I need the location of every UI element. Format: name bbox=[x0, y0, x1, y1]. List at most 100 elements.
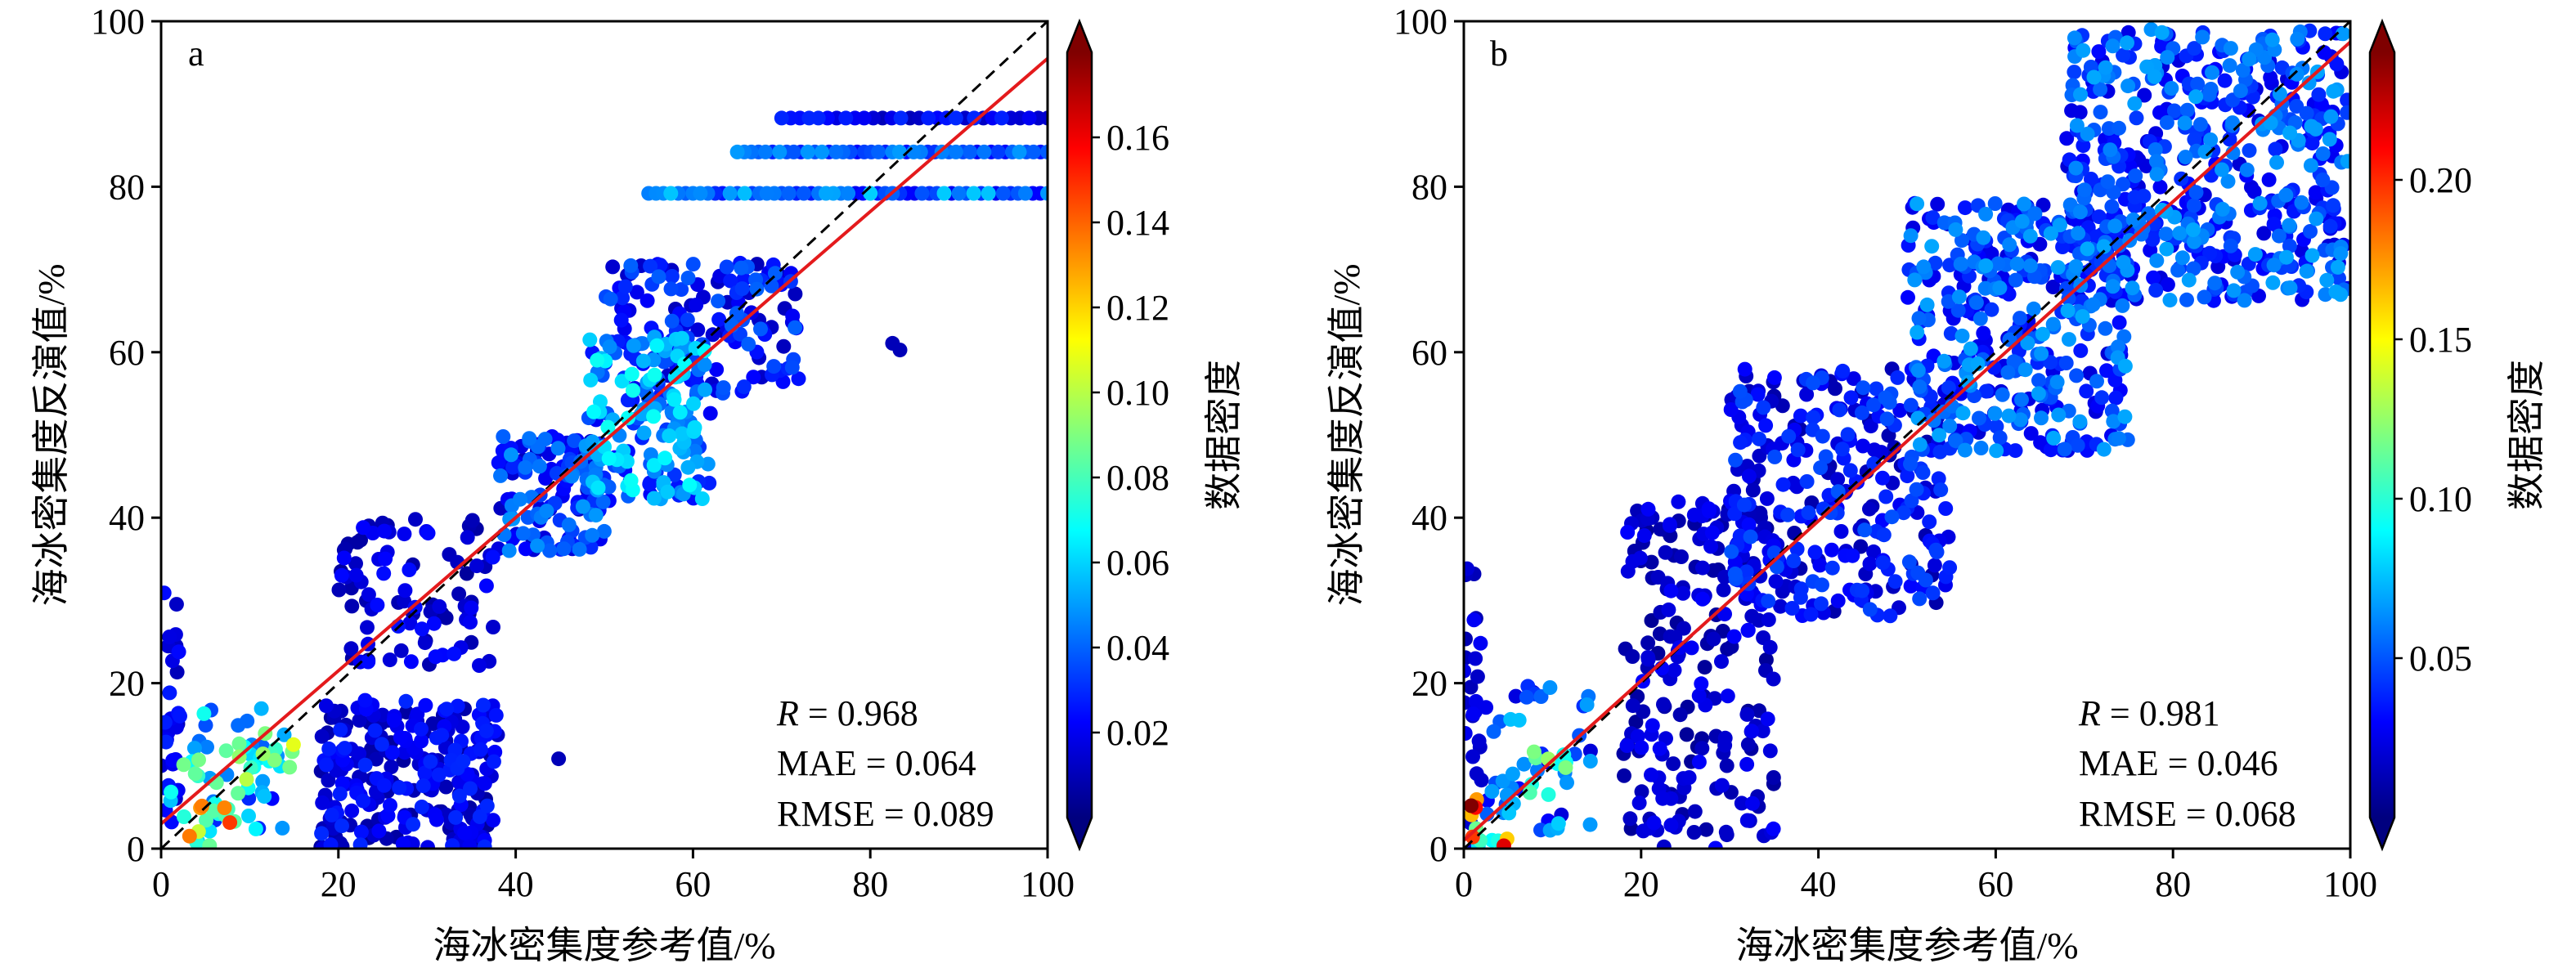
scatter-point bbox=[518, 459, 533, 475]
scatter-point bbox=[1890, 370, 1905, 385]
scatter-point bbox=[1910, 196, 1925, 212]
scatter-point bbox=[314, 826, 330, 841]
scatter-point bbox=[1901, 289, 1915, 305]
scatter-point bbox=[1542, 680, 1558, 695]
scatter-point bbox=[1750, 387, 1766, 402]
scatter-point bbox=[2282, 280, 2298, 295]
scatter-point bbox=[736, 379, 752, 395]
y-tick-label: 100 bbox=[1393, 2, 1447, 42]
scatter-point bbox=[1938, 501, 1954, 516]
scatter-point bbox=[1862, 602, 1878, 617]
scatter-point bbox=[186, 741, 202, 756]
colorbar-tick-label: 0.16 bbox=[1106, 118, 1169, 158]
scatter-point bbox=[1910, 325, 1925, 340]
scatter-point bbox=[420, 526, 436, 541]
colorbar-bottom-extend bbox=[2370, 818, 2394, 849]
scatter-point bbox=[2105, 279, 2120, 294]
panel-a: 0 20 40 60 80 100 0 20 40 60 80 100 a R = 0.968 MAE… bbox=[30, 2, 1245, 966]
scatter-point bbox=[486, 620, 500, 634]
scatter-point bbox=[1909, 482, 1924, 497]
scatter-point bbox=[2326, 83, 2341, 99]
scatter-point bbox=[2197, 144, 2213, 159]
scatter-point bbox=[2223, 238, 2238, 253]
scatter-point bbox=[1936, 215, 1952, 231]
scatter-point bbox=[583, 372, 599, 388]
scatter-point bbox=[2093, 105, 2108, 120]
scatter-point bbox=[1916, 259, 1932, 275]
scatter-point bbox=[2069, 368, 2085, 383]
scatter-point bbox=[2235, 62, 2251, 78]
scatter-point bbox=[473, 742, 488, 757]
scatter-point bbox=[2014, 213, 2030, 229]
scatter-point bbox=[376, 778, 392, 793]
scatter-point bbox=[1984, 302, 1999, 317]
scatter-point bbox=[1803, 607, 1819, 622]
scatter-point bbox=[2080, 126, 2095, 141]
panel-b: 0 20 40 60 80 100 0 20 40 60 80 100 b R = 0.981 MAE… bbox=[1326, 2, 2547, 966]
scatter-point bbox=[319, 757, 334, 773]
scatter-point bbox=[1832, 402, 1847, 418]
panel-b-mae-text: MAE = 0.046 bbox=[2079, 743, 2278, 783]
scatter-point bbox=[2195, 29, 2210, 45]
scatter-point bbox=[1830, 593, 1846, 608]
scatter-point bbox=[460, 530, 475, 545]
scatter-point bbox=[1017, 186, 1033, 201]
scatter-point bbox=[2188, 185, 2204, 200]
scatter-point bbox=[891, 144, 907, 159]
scatter-point bbox=[716, 380, 731, 396]
scatter-point bbox=[621, 410, 635, 426]
scatter-point bbox=[617, 279, 633, 294]
scatter-point bbox=[1560, 775, 1574, 791]
scatter-point bbox=[472, 809, 487, 824]
scatter-point bbox=[1978, 206, 1994, 222]
scatter-point bbox=[1720, 688, 1735, 704]
scatter-point bbox=[2017, 196, 2031, 212]
scatter-point bbox=[702, 406, 718, 421]
scatter-point bbox=[629, 285, 644, 300]
scatter-point bbox=[2215, 162, 2229, 177]
scatter-point bbox=[463, 781, 478, 796]
scatter-point bbox=[314, 728, 330, 744]
scatter-point bbox=[1656, 839, 1672, 849]
scatter-point bbox=[485, 549, 500, 565]
panel-b-ylabel: 海冰密集度反演值/% bbox=[1326, 263, 1367, 606]
scatter-point bbox=[1040, 110, 1048, 126]
scatter-point bbox=[990, 144, 1006, 159]
scatter-point bbox=[478, 578, 494, 594]
x-tick-label: 100 bbox=[1021, 864, 1075, 904]
scatter-point bbox=[2160, 50, 2175, 65]
scatter-point bbox=[657, 450, 673, 466]
scatter-point bbox=[1465, 749, 1480, 764]
scatter-point bbox=[1761, 594, 1776, 609]
scatter-point bbox=[459, 566, 474, 581]
scatter-point bbox=[1727, 566, 1743, 581]
scatter-point bbox=[2043, 226, 2058, 241]
scatter-point bbox=[2230, 264, 2246, 280]
scatter-point bbox=[785, 308, 801, 324]
scatter-point bbox=[463, 615, 478, 630]
panel-a-label: a bbox=[188, 34, 204, 74]
scatter-point bbox=[590, 352, 605, 368]
scatter-point bbox=[719, 259, 734, 275]
scatter-point bbox=[2009, 256, 2025, 271]
scatter-point bbox=[2247, 247, 2263, 262]
scatter-point bbox=[642, 475, 657, 491]
scatter-point bbox=[2223, 41, 2238, 56]
scatter-point bbox=[2186, 198, 2201, 213]
scatter-point bbox=[1739, 706, 1755, 722]
scatter-point bbox=[1756, 400, 1771, 415]
scatter-point bbox=[1656, 697, 1671, 712]
scatter-point bbox=[1903, 456, 1918, 472]
scatter-point bbox=[1663, 818, 1679, 833]
scatter-point bbox=[1686, 825, 1702, 840]
scatter-point bbox=[1743, 529, 1758, 545]
scatter-point bbox=[451, 586, 467, 602]
scatter-point bbox=[2046, 430, 2062, 446]
scatter-point bbox=[408, 512, 423, 527]
scatter-point bbox=[2266, 258, 2282, 273]
scatter-point bbox=[623, 473, 639, 488]
scatter-point bbox=[550, 441, 566, 456]
scatter-point bbox=[191, 752, 206, 768]
scatter-point bbox=[1630, 728, 1645, 744]
scatter-point bbox=[352, 746, 367, 761]
